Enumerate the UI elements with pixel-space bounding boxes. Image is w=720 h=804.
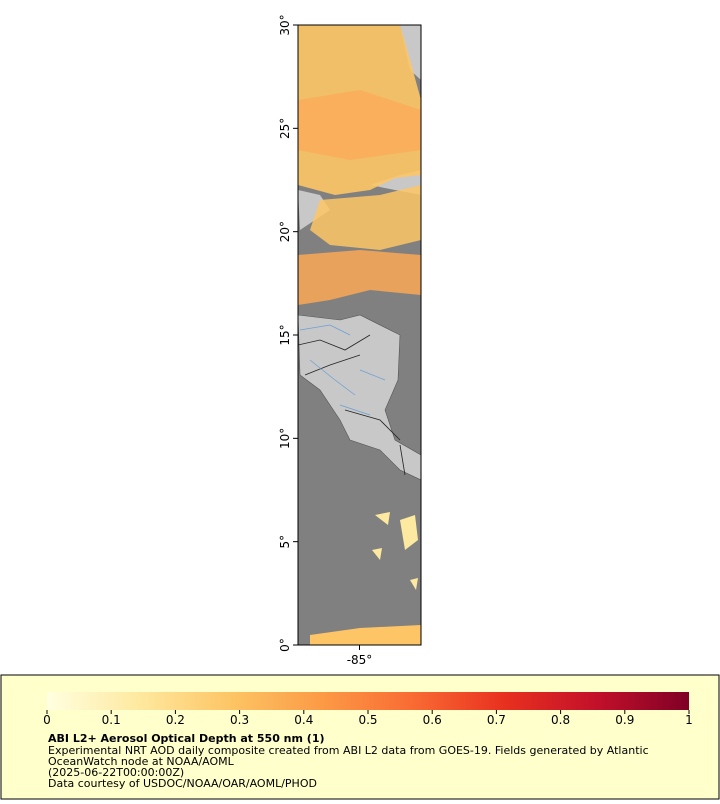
aod-field bbox=[298, 250, 421, 305]
colorbar-tick-label: 0.3 bbox=[230, 713, 249, 727]
lat-tick-label: 10° bbox=[278, 428, 292, 449]
lat-tick-label: 20° bbox=[278, 221, 292, 242]
aod-field bbox=[310, 185, 421, 250]
land bbox=[298, 314, 421, 481]
colorbar-tick-label: 0 bbox=[43, 713, 51, 727]
borders bbox=[298, 334, 406, 476]
legend-title: ABI L2+ Aerosol Optical Depth at 550 nm … bbox=[48, 732, 325, 745]
legend-line: Data courtesy of USDOC/NOAA/OAR/AOML/PHO… bbox=[48, 777, 317, 790]
lat-tick-label: 0° bbox=[278, 638, 292, 652]
colorbar-tick-label: 0.5 bbox=[358, 713, 377, 727]
colorbar-tick-label: 0.2 bbox=[166, 713, 185, 727]
colorbar-tick-label: 0.6 bbox=[423, 713, 442, 727]
aod-field bbox=[310, 625, 421, 645]
legend-line: OceanWatch node at NOAA/AOML bbox=[48, 755, 235, 768]
colorbar-axis: 0 0.1 0.2 0.3 0.4 0.5 0.6 0.7 0.8 0.9 1 bbox=[43, 710, 693, 727]
lat-tick-label: 30° bbox=[278, 14, 292, 35]
colorbar-tick-label: 0.7 bbox=[487, 713, 506, 727]
legend-line: Experimental NRT AOD daily composite cre… bbox=[48, 744, 649, 757]
map-panel bbox=[298, 25, 421, 645]
colorbar-tick-label: 0.8 bbox=[551, 713, 570, 727]
colorbar-tick-label: 0.1 bbox=[102, 713, 121, 727]
lat-tick-label: 25° bbox=[278, 118, 292, 139]
aod-field bbox=[298, 90, 421, 160]
lat-tick-label: 15° bbox=[278, 324, 292, 345]
lon-tick-label: -85° bbox=[347, 653, 373, 667]
lat-tick-label: 5° bbox=[278, 535, 292, 549]
colorbar-tick-label: 0.4 bbox=[294, 713, 313, 727]
aod-field bbox=[372, 512, 418, 590]
rivers bbox=[299, 324, 386, 416]
colorbar-tick-label: 0.9 bbox=[615, 713, 634, 727]
colorbar-tick-label: 1 bbox=[685, 713, 693, 727]
legend-line: (2025-06-22T00:00:00Z) bbox=[48, 766, 184, 779]
map-axes: 0° 5° 10° 15° 20° 25° 30° -85° bbox=[278, 14, 372, 667]
colorbar bbox=[47, 692, 689, 710]
